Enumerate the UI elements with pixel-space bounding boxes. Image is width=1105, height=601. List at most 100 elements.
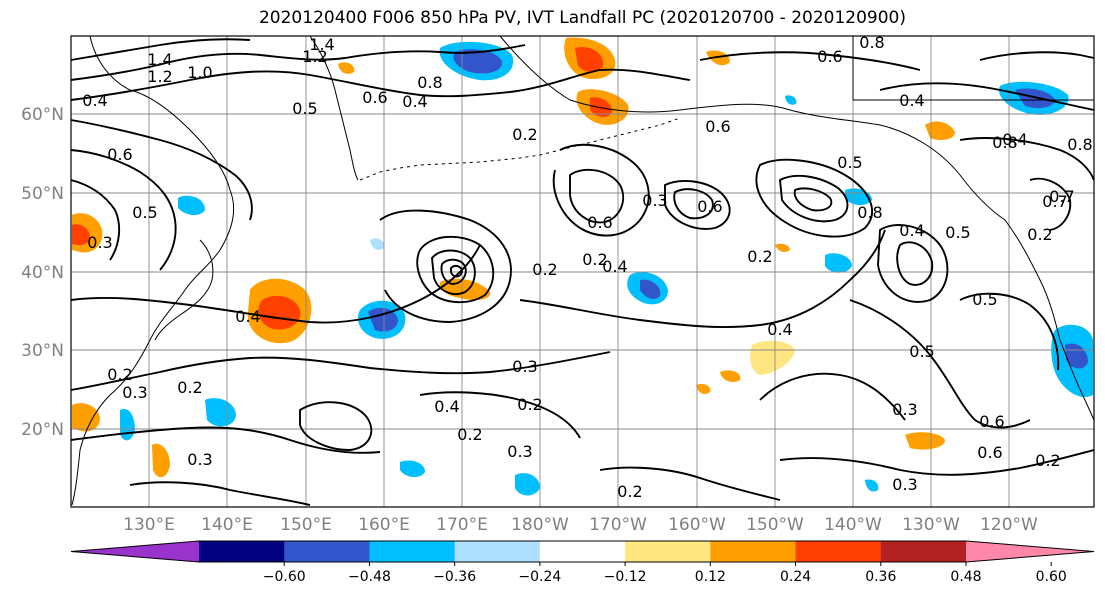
- contour-line: [979, 51, 1095, 61]
- contour-line: [379, 209, 512, 323]
- contour-line: [959, 292, 1060, 371]
- colorbar-outline: [70, 540, 1095, 563]
- colorbar-tick-label: 0.24: [780, 569, 811, 585]
- contour-line: [673, 188, 714, 220]
- contour-label: 0.6: [107, 145, 132, 164]
- positive-anomaly: [338, 62, 355, 74]
- contour-label: 0.4: [1002, 130, 1027, 149]
- colorbar-cell: [880, 541, 967, 562]
- shaded-anomalies: [72, 37, 1093, 496]
- contour-label: 0.4: [82, 91, 107, 110]
- contour-label: 0.3: [642, 191, 667, 210]
- contour-label: 1.2: [147, 67, 172, 86]
- lon-tick: 160°E: [358, 515, 410, 535]
- contour-label: 1.0: [187, 63, 212, 82]
- contour-label: 0.4: [767, 320, 792, 339]
- contour-label: 0.4: [235, 307, 260, 326]
- lat-tick: 20°N: [21, 420, 64, 440]
- contour-label: 0.4: [899, 221, 924, 240]
- lon-tick: 130°W: [902, 515, 960, 535]
- contour-label: 0.6: [979, 412, 1004, 431]
- contour-label: 0.5: [909, 342, 934, 361]
- positive-anomaly: [152, 443, 170, 478]
- contour-label: 0.3: [507, 442, 532, 461]
- contour-label: 0.5: [837, 153, 862, 172]
- contour-label: 0.8: [859, 33, 884, 52]
- positive-anomaly: [696, 383, 711, 394]
- colorbar-cell: [795, 541, 882, 562]
- negative-anomaly: [640, 279, 661, 299]
- contour-line: [779, 449, 1095, 476]
- contour-label: 1.2: [302, 47, 327, 66]
- contour-label: 0.4: [402, 92, 427, 111]
- contour-label: 0.5: [972, 290, 997, 309]
- contour-label: 0.4: [434, 397, 459, 416]
- alaska-coastline: [499, 35, 1095, 421]
- kamchatka-coastline: [309, 35, 359, 181]
- lon-tick: 120°W: [980, 515, 1038, 535]
- contour-line: [70, 426, 381, 454]
- contour-line: [440, 258, 467, 285]
- negative-anomaly: [205, 398, 236, 427]
- contour-line: [664, 180, 731, 230]
- contour-line: [778, 174, 849, 223]
- contour-line: [879, 82, 1095, 111]
- contour-line: [70, 244, 481, 324]
- contours: [70, 38, 1095, 506]
- lon-tick: 150°W: [746, 515, 804, 535]
- contour-label: 0.2: [532, 260, 557, 279]
- negative-anomaly: [453, 49, 503, 74]
- contour-label: 0.6: [362, 88, 387, 107]
- contour-line: [70, 44, 526, 81]
- lon-tick: 180°W: [511, 515, 569, 535]
- contour-line: [519, 229, 886, 329]
- positive-anomaly: [72, 403, 100, 432]
- lon-tick: 160°W: [668, 515, 726, 535]
- map-panel: 1.41.2 1.01.41.20.4 0.50.6 0.40.80.20.60.40…: [70, 33, 1095, 507]
- contour-label: 1.4: [147, 50, 172, 69]
- contour-label: 0.3: [122, 383, 147, 402]
- contour-line: [755, 158, 873, 238]
- contour-line: [959, 137, 1095, 181]
- colorbar-cell: [284, 541, 370, 562]
- colorbar-tick-label: −0.36: [433, 569, 476, 585]
- contour-label: 0.7: [1049, 187, 1074, 206]
- contour-label: 0.3: [512, 357, 537, 376]
- contour-line: [1029, 177, 1072, 231]
- positive-anomaly: [905, 432, 945, 450]
- contour-label: 0.3: [87, 233, 112, 252]
- lon-tick: 140°E: [201, 515, 253, 535]
- contour-line: [569, 168, 625, 224]
- latitude-labels: 60°N 50°N 40°N 30°N 20°N: [21, 105, 64, 440]
- contour-line: [849, 299, 1031, 429]
- negative-anomaly: [865, 479, 879, 492]
- japan-coastline: [154, 239, 214, 341]
- contour-label: 0.5: [132, 203, 157, 222]
- colorbar-cell: [199, 541, 285, 562]
- colorbar-extend-max: [966, 541, 1094, 562]
- contour-label: 0.2: [512, 125, 537, 144]
- negative-anomaly: [515, 473, 540, 496]
- contour-label: 0.6: [977, 443, 1002, 462]
- map-frame: [70, 35, 1095, 508]
- contour-label: 0.8: [417, 73, 442, 92]
- contour-label: 0.6: [817, 47, 842, 66]
- contour-line: [793, 187, 833, 212]
- colorbar-cells: [70, 540, 1095, 563]
- positive-anomaly: [72, 224, 90, 246]
- lat-tick: 50°N: [21, 184, 64, 204]
- contour-line: [896, 241, 934, 286]
- colorbar-ticks: −0.60 −0.48 −0.36 −0.24 −0.12 0.12 0.24 0.36 0.4…: [263, 562, 1067, 585]
- lon-tick: 150°E: [280, 515, 332, 535]
- lon-tick: 140°W: [824, 515, 882, 535]
- contour-line: [70, 68, 691, 101]
- contour-label: 1.4: [309, 35, 334, 54]
- negative-anomaly: [400, 460, 425, 478]
- contour-line: [419, 391, 581, 439]
- negative-anomaly: [785, 95, 797, 105]
- contour-line: [759, 372, 906, 421]
- contour-label: 0.3: [892, 475, 917, 494]
- colorbar-cell: [625, 541, 711, 562]
- negative-anomaly: [370, 238, 385, 250]
